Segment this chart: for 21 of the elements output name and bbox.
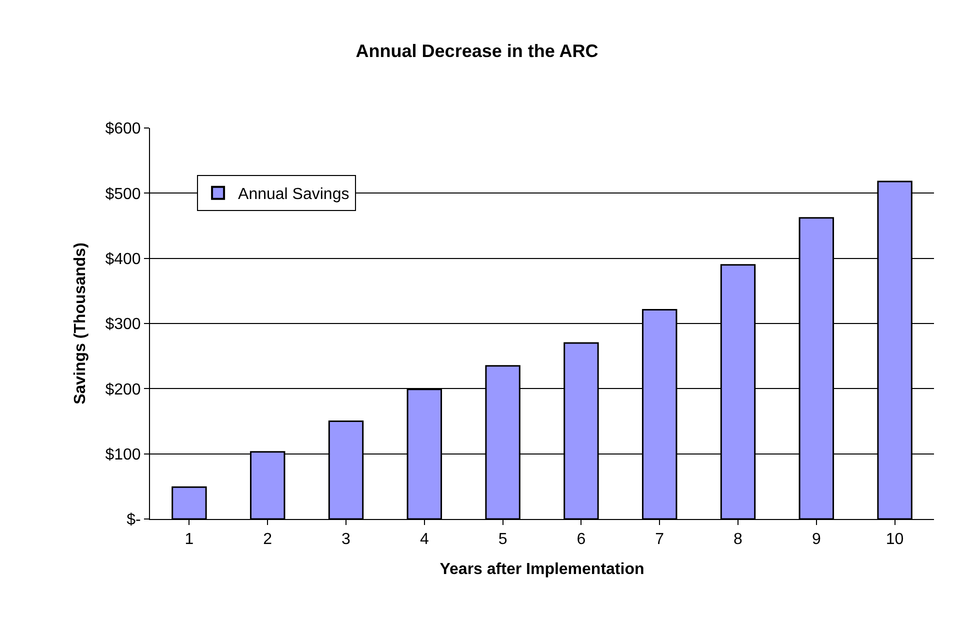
x-tick-label: 6 — [576, 531, 586, 548]
x-tick-label: 4 — [420, 531, 429, 548]
chart-title: Annual Decrease in the ARC — [356, 41, 598, 62]
y-axis-title: Savings (Thousands) — [72, 242, 90, 404]
legend-label: Annual Savings — [238, 186, 350, 204]
x-tick-label: 8 — [734, 531, 743, 548]
y-tick-label: $200 — [105, 381, 141, 398]
x-tick-label: 9 — [812, 531, 821, 548]
y-tick-label: $- — [126, 512, 141, 529]
y-tick-label: $100 — [105, 446, 141, 464]
x-axis-title: Years after Implementation — [440, 560, 644, 578]
y-tick-label: $600 — [105, 120, 141, 138]
y-tick-label: $500 — [105, 186, 141, 203]
x-tick-label: 10 — [886, 531, 904, 548]
x-tick-label: 2 — [263, 531, 272, 548]
x-tick-label: 3 — [342, 531, 351, 548]
x-tick-label: 1 — [184, 531, 194, 548]
y-tick-label: $400 — [105, 250, 141, 268]
x-tick-label: 5 — [498, 531, 508, 548]
y-tick-label: $300 — [105, 316, 141, 334]
x-tick-label: 7 — [655, 531, 664, 548]
